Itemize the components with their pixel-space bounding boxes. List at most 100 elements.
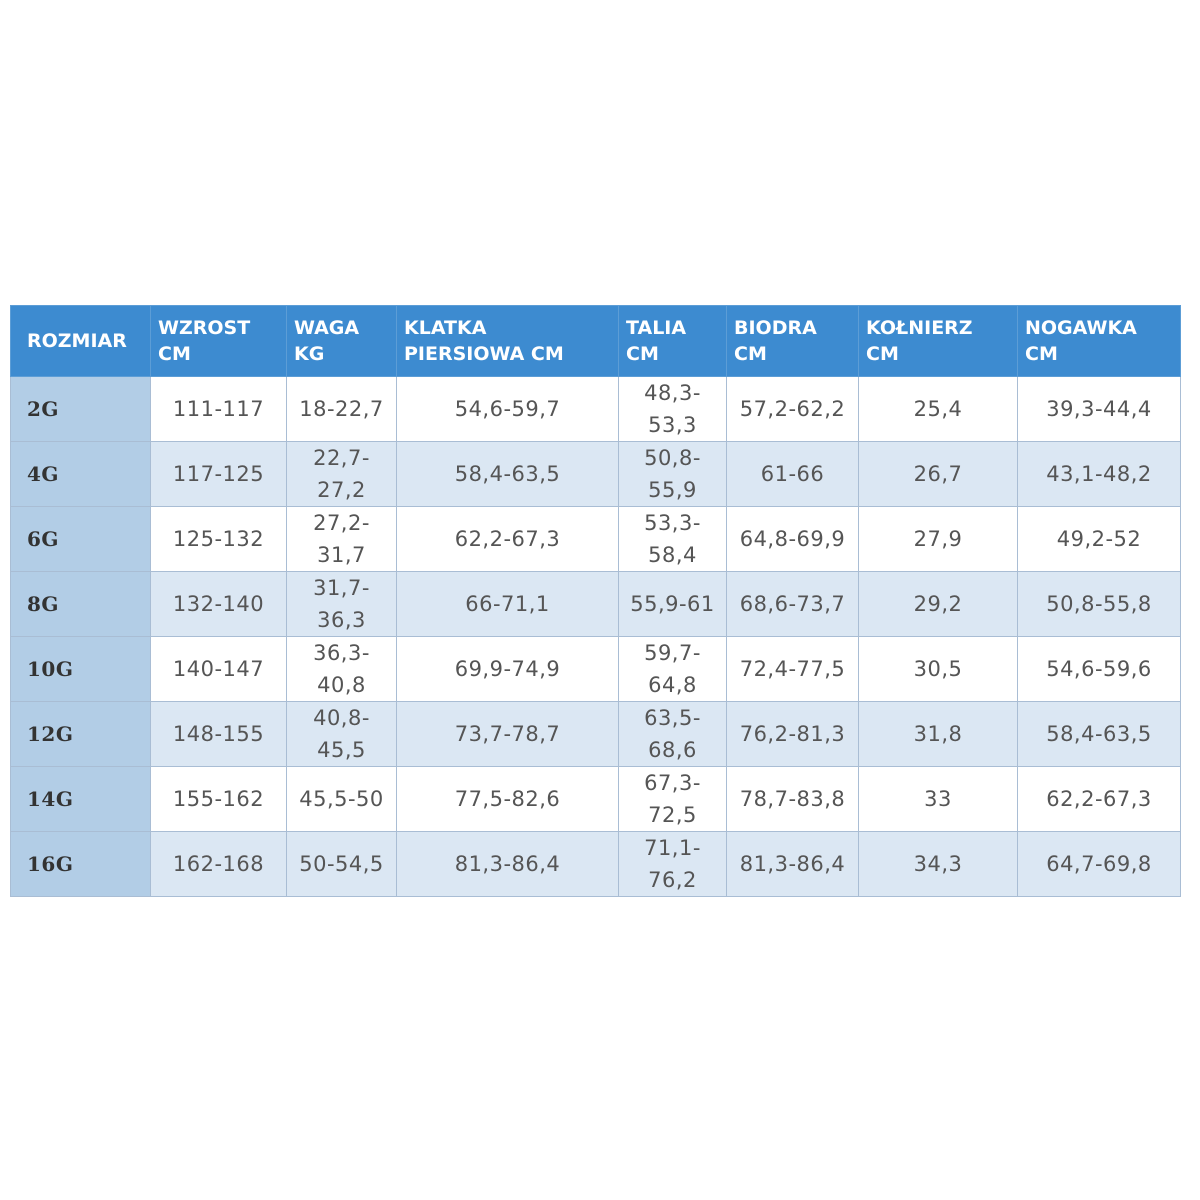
header-line: NOGAWKA (1025, 317, 1137, 339)
value-cell: 27,9 (858, 506, 1018, 572)
header-line: PIERSIOWA CM (404, 343, 564, 365)
value-cell: 40,8-45,5 (286, 701, 397, 767)
value-cell: 31,8 (858, 701, 1018, 767)
value-cell: 76,2-81,3 (726, 701, 859, 767)
header-cell: WZROST CM (150, 305, 287, 377)
header-cell: TALIA CM (618, 305, 727, 377)
table-row: 6G 125-132 27,2-31,7 62,2-67,3 53,3-58,4 64,8… (10, 506, 1181, 572)
header-line: CM (734, 343, 767, 365)
value-cell: 69,9-74,9 (396, 636, 619, 702)
value-cell: 72,4-77,5 (726, 636, 859, 702)
value-cell: 62,2-67,3 (396, 506, 619, 572)
value-cell: 50,8-55,9 (618, 441, 727, 507)
value-cell: 111-117 (150, 376, 287, 442)
value-cell: 26,7 (858, 441, 1018, 507)
size-cell: 4G (10, 441, 151, 507)
value-cell: 58,4-63,5 (1017, 701, 1181, 767)
value-cell: 117-125 (150, 441, 287, 507)
size-chart: ROZMIAR WZROST CM WAGA KG KLATKA PIERSIOWA CM T… (10, 305, 1181, 897)
value-cell: 43,1-48,2 (1017, 441, 1181, 507)
value-cell: 59,7-64,8 (618, 636, 727, 702)
header-line: CM (626, 343, 659, 365)
header-cell: BIODRA CM (726, 305, 859, 377)
value-cell: 148-155 (150, 701, 287, 767)
header-line: KG (294, 343, 325, 365)
header-line: CM (158, 343, 191, 365)
value-cell: 54,6-59,7 (396, 376, 619, 442)
value-cell: 49,2-52 (1017, 506, 1181, 572)
value-cell: 18-22,7 (286, 376, 397, 442)
value-cell: 29,2 (858, 571, 1018, 637)
value-cell: 132-140 (150, 571, 287, 637)
value-cell: 25,4 (858, 376, 1018, 442)
header-line: CM (866, 343, 899, 365)
value-cell: 81,3-86,4 (396, 831, 619, 897)
table-row: 10G 140-147 36,3-40,8 69,9-74,9 59,7-64,8 72,… (10, 636, 1181, 702)
value-cell: 39,3-44,4 (1017, 376, 1181, 442)
header-cell: ROZMIAR (10, 305, 151, 377)
size-cell: 2G (10, 376, 151, 442)
value-cell: 77,5-82,6 (396, 766, 619, 832)
value-cell: 81,3-86,4 (726, 831, 859, 897)
table-row: 4G 117-125 22,7-27,2 58,4-63,5 50,8-55,9 61-6… (10, 441, 1181, 507)
value-cell: 55,9-61 (618, 571, 727, 637)
value-cell: 62,2-67,3 (1017, 766, 1181, 832)
size-cell: 12G (10, 701, 151, 767)
header-row: ROZMIAR WZROST CM WAGA KG KLATKA PIERSIOWA CM T… (10, 305, 1181, 377)
value-cell: 155-162 (150, 766, 287, 832)
table-row: 2G 111-117 18-22,7 54,6-59,7 48,3-53,3 57,2-6… (10, 376, 1181, 442)
value-cell: 45,5-50 (286, 766, 397, 832)
table-row: 12G 148-155 40,8-45,5 73,7-78,7 63,5-68,6 76,… (10, 701, 1181, 767)
value-cell: 57,2-62,2 (726, 376, 859, 442)
header-cell: WAGA KG (286, 305, 397, 377)
value-cell: 22,7-27,2 (286, 441, 397, 507)
value-cell: 64,8-69,9 (726, 506, 859, 572)
size-cell: 6G (10, 506, 151, 572)
value-cell: 68,6-73,7 (726, 571, 859, 637)
value-cell: 34,3 (858, 831, 1018, 897)
header-cell: KOŁNIERZ CM (858, 305, 1018, 377)
size-cell: 16G (10, 831, 151, 897)
table-body: 2G 111-117 18-22,7 54,6-59,7 48,3-53,3 57,2-6… (10, 376, 1181, 897)
value-cell: 140-147 (150, 636, 287, 702)
value-cell: 61-66 (726, 441, 859, 507)
value-cell: 48,3-53,3 (618, 376, 727, 442)
value-cell: 64,7-69,8 (1017, 831, 1181, 897)
value-cell: 33 (858, 766, 1018, 832)
value-cell: 73,7-78,7 (396, 701, 619, 767)
value-cell: 63,5-68,6 (618, 701, 727, 767)
header-line: KLATKA (404, 317, 487, 339)
value-cell: 27,2-31,7 (286, 506, 397, 572)
table-row: 16G 162-168 50-54,5 81,3-86,4 71,1-76,2 81,3-… (10, 831, 1181, 897)
size-cell: 8G (10, 571, 151, 637)
value-cell: 67,3-72,5 (618, 766, 727, 832)
value-cell: 50,8-55,8 (1017, 571, 1181, 637)
value-cell: 31,7-36,3 (286, 571, 397, 637)
header-line: WZROST (158, 317, 251, 339)
size-table: ROZMIAR WZROST CM WAGA KG KLATKA PIERSIOWA CM T… (10, 305, 1181, 897)
value-cell: 125-132 (150, 506, 287, 572)
header-line: CM (1025, 343, 1058, 365)
header-line: KOŁNIERZ (866, 317, 973, 339)
value-cell: 30,5 (858, 636, 1018, 702)
table-row: 8G 132-140 31,7-36,3 66-71,1 55,9-61 68,6-73,… (10, 571, 1181, 637)
header-line: ROZMIAR (27, 330, 127, 352)
value-cell: 50-54,5 (286, 831, 397, 897)
header-line: BIODRA (734, 317, 817, 339)
value-cell: 53,3-58,4 (618, 506, 727, 572)
header-line: TALIA (626, 317, 687, 339)
size-cell: 10G (10, 636, 151, 702)
value-cell: 58,4-63,5 (396, 441, 619, 507)
value-cell: 66-71,1 (396, 571, 619, 637)
value-cell: 78,7-83,8 (726, 766, 859, 832)
value-cell: 162-168 (150, 831, 287, 897)
table-row: 14G 155-162 45,5-50 77,5-82,6 67,3-72,5 78,7-… (10, 766, 1181, 832)
size-cell: 14G (10, 766, 151, 832)
value-cell: 71,1-76,2 (618, 831, 727, 897)
header-line: WAGA (294, 317, 360, 339)
value-cell: 54,6-59,6 (1017, 636, 1181, 702)
value-cell: 36,3-40,8 (286, 636, 397, 702)
header-cell: KLATKA PIERSIOWA CM (396, 305, 619, 377)
header-cell: NOGAWKA CM (1017, 305, 1181, 377)
